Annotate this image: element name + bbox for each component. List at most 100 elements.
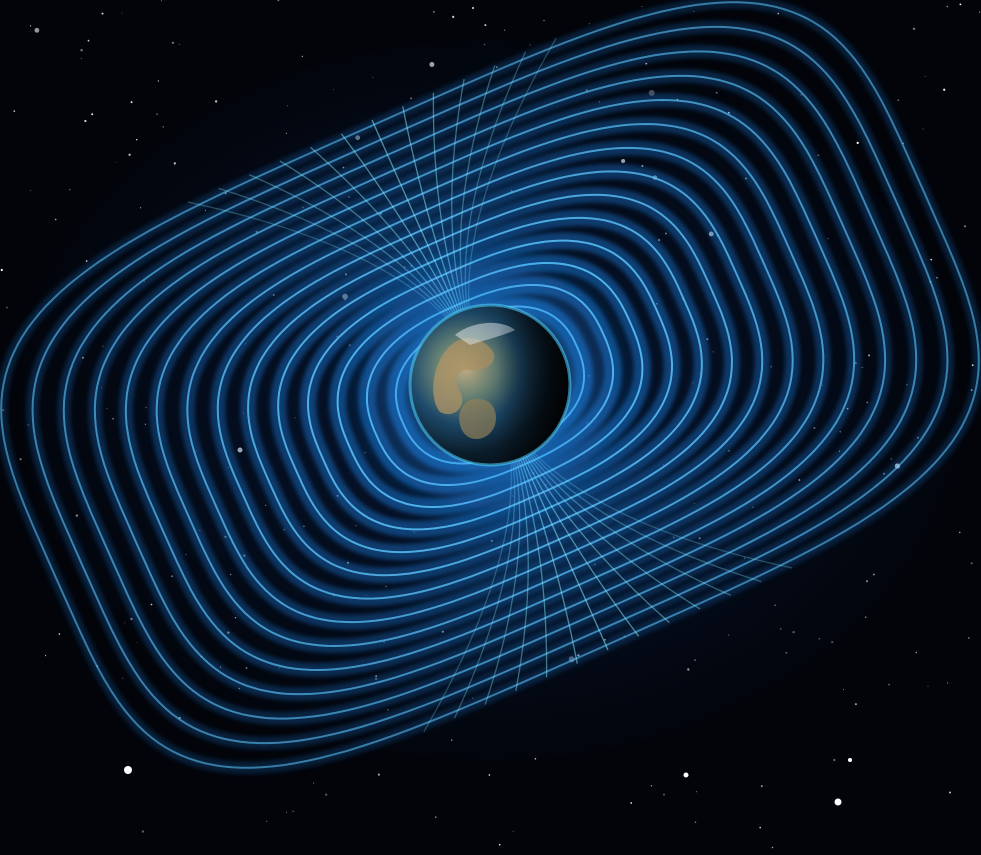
field-loop-line: [186, 146, 794, 624]
star: [922, 128, 924, 130]
star: [277, 0, 280, 1]
star: [87, 39, 90, 42]
field-loop-line: [124, 98, 856, 672]
star: [897, 99, 900, 102]
star: [34, 27, 40, 33]
star: [641, 6, 643, 8]
field-loop-line: [62, 50, 918, 720]
star: [630, 802, 633, 804]
bright-star: [124, 766, 132, 774]
star: [915, 651, 918, 654]
star: [912, 27, 916, 30]
star: [58, 633, 61, 635]
star: [759, 826, 761, 829]
star: [543, 19, 545, 22]
star: [13, 110, 16, 112]
star: [54, 218, 57, 221]
star: [498, 843, 501, 846]
star: [286, 811, 287, 813]
star: [865, 616, 867, 618]
bright-star: [683, 772, 689, 778]
star: [80, 49, 83, 52]
star: [0, 268, 3, 272]
star: [136, 139, 138, 141]
field-loop-line: [277, 216, 703, 554]
star: [80, 57, 82, 60]
star: [292, 810, 294, 812]
star: [128, 153, 131, 156]
star: [771, 846, 774, 849]
star: [534, 758, 537, 760]
star: [136, 642, 138, 644]
field-loop-line: [155, 123, 825, 647]
field-loop-line: [93, 74, 887, 696]
star: [504, 29, 506, 31]
star: [854, 703, 857, 706]
star: [856, 141, 859, 144]
star: [760, 785, 763, 788]
star: [970, 562, 973, 565]
star: [69, 188, 71, 191]
star: [214, 100, 218, 103]
star: [979, 11, 981, 13]
star: [696, 791, 698, 793]
star: [471, 6, 475, 10]
star: [313, 782, 315, 784]
field-loop-line: [216, 170, 764, 600]
star: [157, 80, 160, 82]
field-loop-line: [31, 25, 949, 745]
star: [122, 677, 124, 679]
star: [959, 3, 962, 6]
star: [967, 637, 970, 639]
star: [694, 821, 697, 823]
star: [433, 11, 435, 13]
star: [162, 126, 164, 128]
star: [833, 759, 836, 761]
star: [115, 162, 117, 163]
field-loop-line: [247, 193, 733, 577]
star: [161, 0, 162, 2]
star: [650, 785, 653, 787]
star: [178, 44, 180, 45]
star: [19, 458, 22, 461]
star: [964, 225, 966, 228]
bright-star: [848, 758, 852, 762]
star: [943, 88, 946, 91]
star: [663, 793, 665, 796]
earth-icon: [408, 303, 572, 467]
star: [927, 685, 929, 687]
star: [6, 306, 8, 309]
star: [435, 816, 437, 818]
star: [377, 773, 380, 776]
star: [141, 830, 144, 833]
star: [301, 55, 303, 58]
star: [512, 830, 514, 832]
star: [588, 23, 590, 25]
star: [488, 774, 491, 776]
star: [30, 25, 32, 27]
bright-star: [834, 798, 842, 806]
star: [325, 793, 328, 796]
star: [130, 101, 133, 104]
star: [484, 24, 487, 27]
star: [930, 258, 933, 261]
star: [959, 531, 961, 533]
star: [84, 119, 87, 123]
star: [452, 15, 455, 18]
star: [91, 113, 94, 116]
star: [121, 12, 123, 14]
star: [45, 655, 47, 657]
star: [949, 791, 951, 794]
star: [936, 277, 938, 279]
star: [30, 190, 32, 192]
star: [924, 75, 926, 77]
star: [101, 12, 104, 15]
star: [947, 682, 949, 684]
star: [171, 41, 175, 44]
star: [266, 820, 268, 822]
star: [156, 113, 159, 116]
